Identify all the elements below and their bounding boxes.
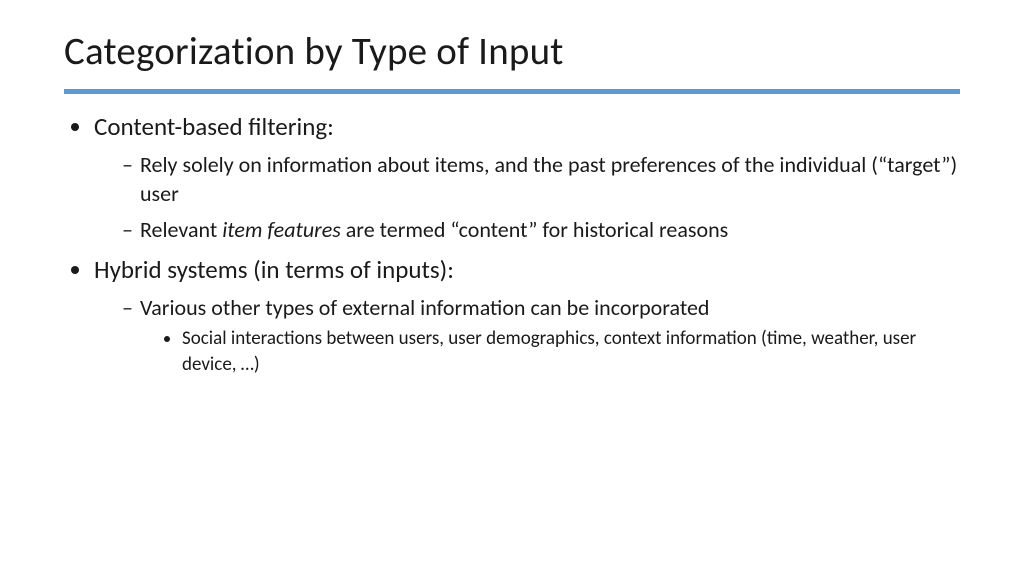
sub-bullet: Various other types of external informat… xyxy=(122,293,960,378)
sub-bullet-text: Various other types of external informat… xyxy=(140,294,709,321)
bullet-text: Hybrid systems (in terms of inputs): xyxy=(94,254,454,285)
subsub-bullet-text: Social interactions between users, user … xyxy=(182,327,916,376)
bullet-list: Content-based filtering: Rely solely on … xyxy=(64,110,960,378)
sub-bullet-text-pre: Relevant xyxy=(140,216,222,243)
sub-bullet: Relevant item features are termed “conte… xyxy=(122,215,960,245)
bullet-text: Content-based filtering: xyxy=(94,111,334,142)
subsub-bullet: Social interactions between users, user … xyxy=(182,326,960,377)
bullet-content-based: Content-based filtering: Rely solely on … xyxy=(94,110,960,245)
bullet-hybrid-systems: Hybrid systems (in terms of inputs): Var… xyxy=(94,253,960,378)
sub-list: Rely solely on information about items, … xyxy=(94,150,960,245)
sub-bullet: Rely solely on information about items, … xyxy=(122,150,960,209)
slide-title: Categorization by Type of Input xyxy=(64,28,960,75)
sub-bullet-text-post: are termed “content” for historical reas… xyxy=(341,216,728,243)
subsub-list: Social interactions between users, user … xyxy=(140,326,960,377)
sub-list: Various other types of external informat… xyxy=(94,293,960,378)
sub-bullet-italic: item features xyxy=(222,216,341,243)
sub-bullet-text: Rely solely on information about items, … xyxy=(140,151,957,208)
title-divider xyxy=(64,89,960,94)
slide: Categorization by Type of Input Content-… xyxy=(0,0,1024,576)
